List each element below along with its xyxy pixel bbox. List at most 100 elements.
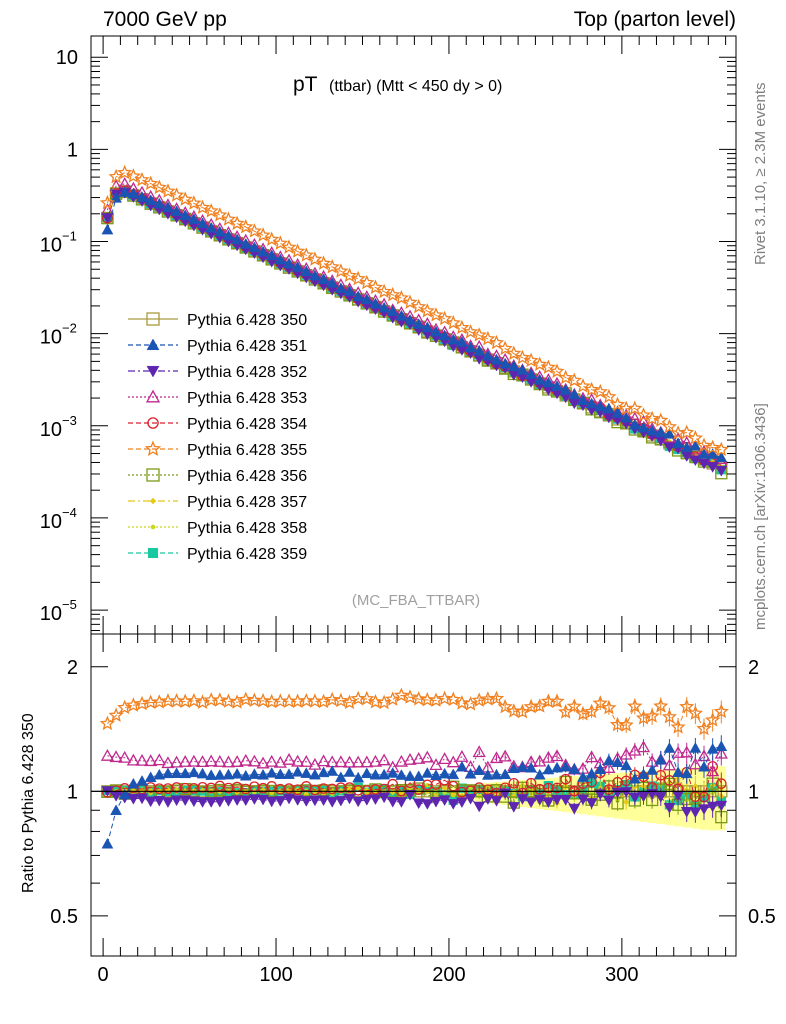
data-point [592,383,608,399]
ratio-point [265,796,278,808]
ratio-point [324,691,340,707]
legend-entry-4: Pythia 6.428 354 [128,416,307,433]
ratio-point [687,705,704,720]
ratio-point [186,692,202,708]
ratio-point [696,720,712,736]
ratio-point [585,798,598,809]
ratio-point [438,752,452,765]
ratio-point [628,792,641,804]
ratio-y-tick-label: 1 [67,781,78,803]
ratio-point [636,740,651,753]
data-point [376,283,392,299]
y-tick-label: 10 [40,235,62,257]
ratio-point [514,703,531,719]
ratio-point [689,742,702,753]
data-point [404,314,416,325]
ratio-point [420,750,434,763]
data-point [499,357,512,369]
ratio-data-group [99,687,729,849]
data-point [255,227,271,242]
ratio-point [334,755,348,768]
ratio-point [334,795,347,807]
ratio-point [713,703,729,719]
data-point [151,179,167,195]
ratio-point [690,791,701,802]
ratio-point [255,692,271,708]
ratio-point [370,784,381,795]
ratio-point [170,795,183,807]
y-tick-label: 1 [67,139,78,161]
ratio-point [282,752,296,765]
ratio-point [257,794,269,806]
main-data-group [99,164,729,480]
ratio-point [213,769,226,780]
legend-entry-2: Pythia 6.428 352 [128,364,307,381]
series-ratio-line [107,765,722,798]
series-main-1 [101,186,728,463]
legend-entry-8: Pythia 6.428 358 [128,520,307,537]
ratio-point [402,689,418,704]
ratio-point [127,794,140,805]
ratio-point [126,753,140,766]
ratio-point [334,771,347,783]
data-point [170,205,183,217]
ratio-point [274,796,287,807]
ratio-y-tick-label-right: 2 [748,657,759,679]
ratio-point [369,794,382,806]
ratio-point [671,745,685,758]
ratio-point [231,767,244,779]
ratio-point [205,769,218,780]
data-point [635,407,652,422]
ratio-point [549,693,565,708]
ratio-point [299,755,313,767]
ratio-point [472,745,486,758]
ratio-point [179,795,192,807]
ratio-point [341,694,358,710]
data-point [551,380,563,391]
ratio-point [144,771,157,783]
series-ratio-5 [99,687,729,740]
series-main-6 [101,185,728,480]
data-point [385,286,401,302]
ratio-point [430,796,442,808]
data-point [601,388,617,404]
ratio-point [359,690,375,706]
ratio-point [274,768,287,779]
ratio-point [577,794,589,806]
ratio-point [326,797,339,808]
ratio-point [265,754,279,767]
ratio-point [187,766,200,778]
ratio-point [220,693,237,708]
collision-label: 7000 GeV pp [103,8,227,31]
legend-entry-0: Pythia 6.428 350 [128,312,307,329]
data-point [566,372,582,388]
legend-label: Pythia 6.428 353 [187,390,307,407]
ratio-point [644,708,660,723]
data-point [341,267,358,283]
ratio-point [497,698,513,714]
ratio-point [421,767,434,778]
ratio-point [560,773,571,785]
ratio-point [550,749,564,762]
ratio-point [611,756,624,767]
data-point [575,378,591,393]
ratio-point [584,703,600,719]
ratio-point [627,698,643,713]
series-ratio-line [107,790,722,813]
data-point [661,418,677,434]
data-point [516,364,529,375]
ratio-point [239,753,253,766]
x-tick-label: 300 [605,964,638,986]
data-point [436,310,453,326]
data-point [713,441,729,457]
ratio-point [162,797,174,808]
legend-marker [146,468,160,482]
ratio-point [594,789,607,801]
legend-marker [146,338,160,351]
ratio-point [212,692,228,707]
data-point [627,400,643,415]
y-tick-label: 10 [40,511,62,533]
ratio-point [265,766,278,778]
ratio-point [715,740,728,752]
